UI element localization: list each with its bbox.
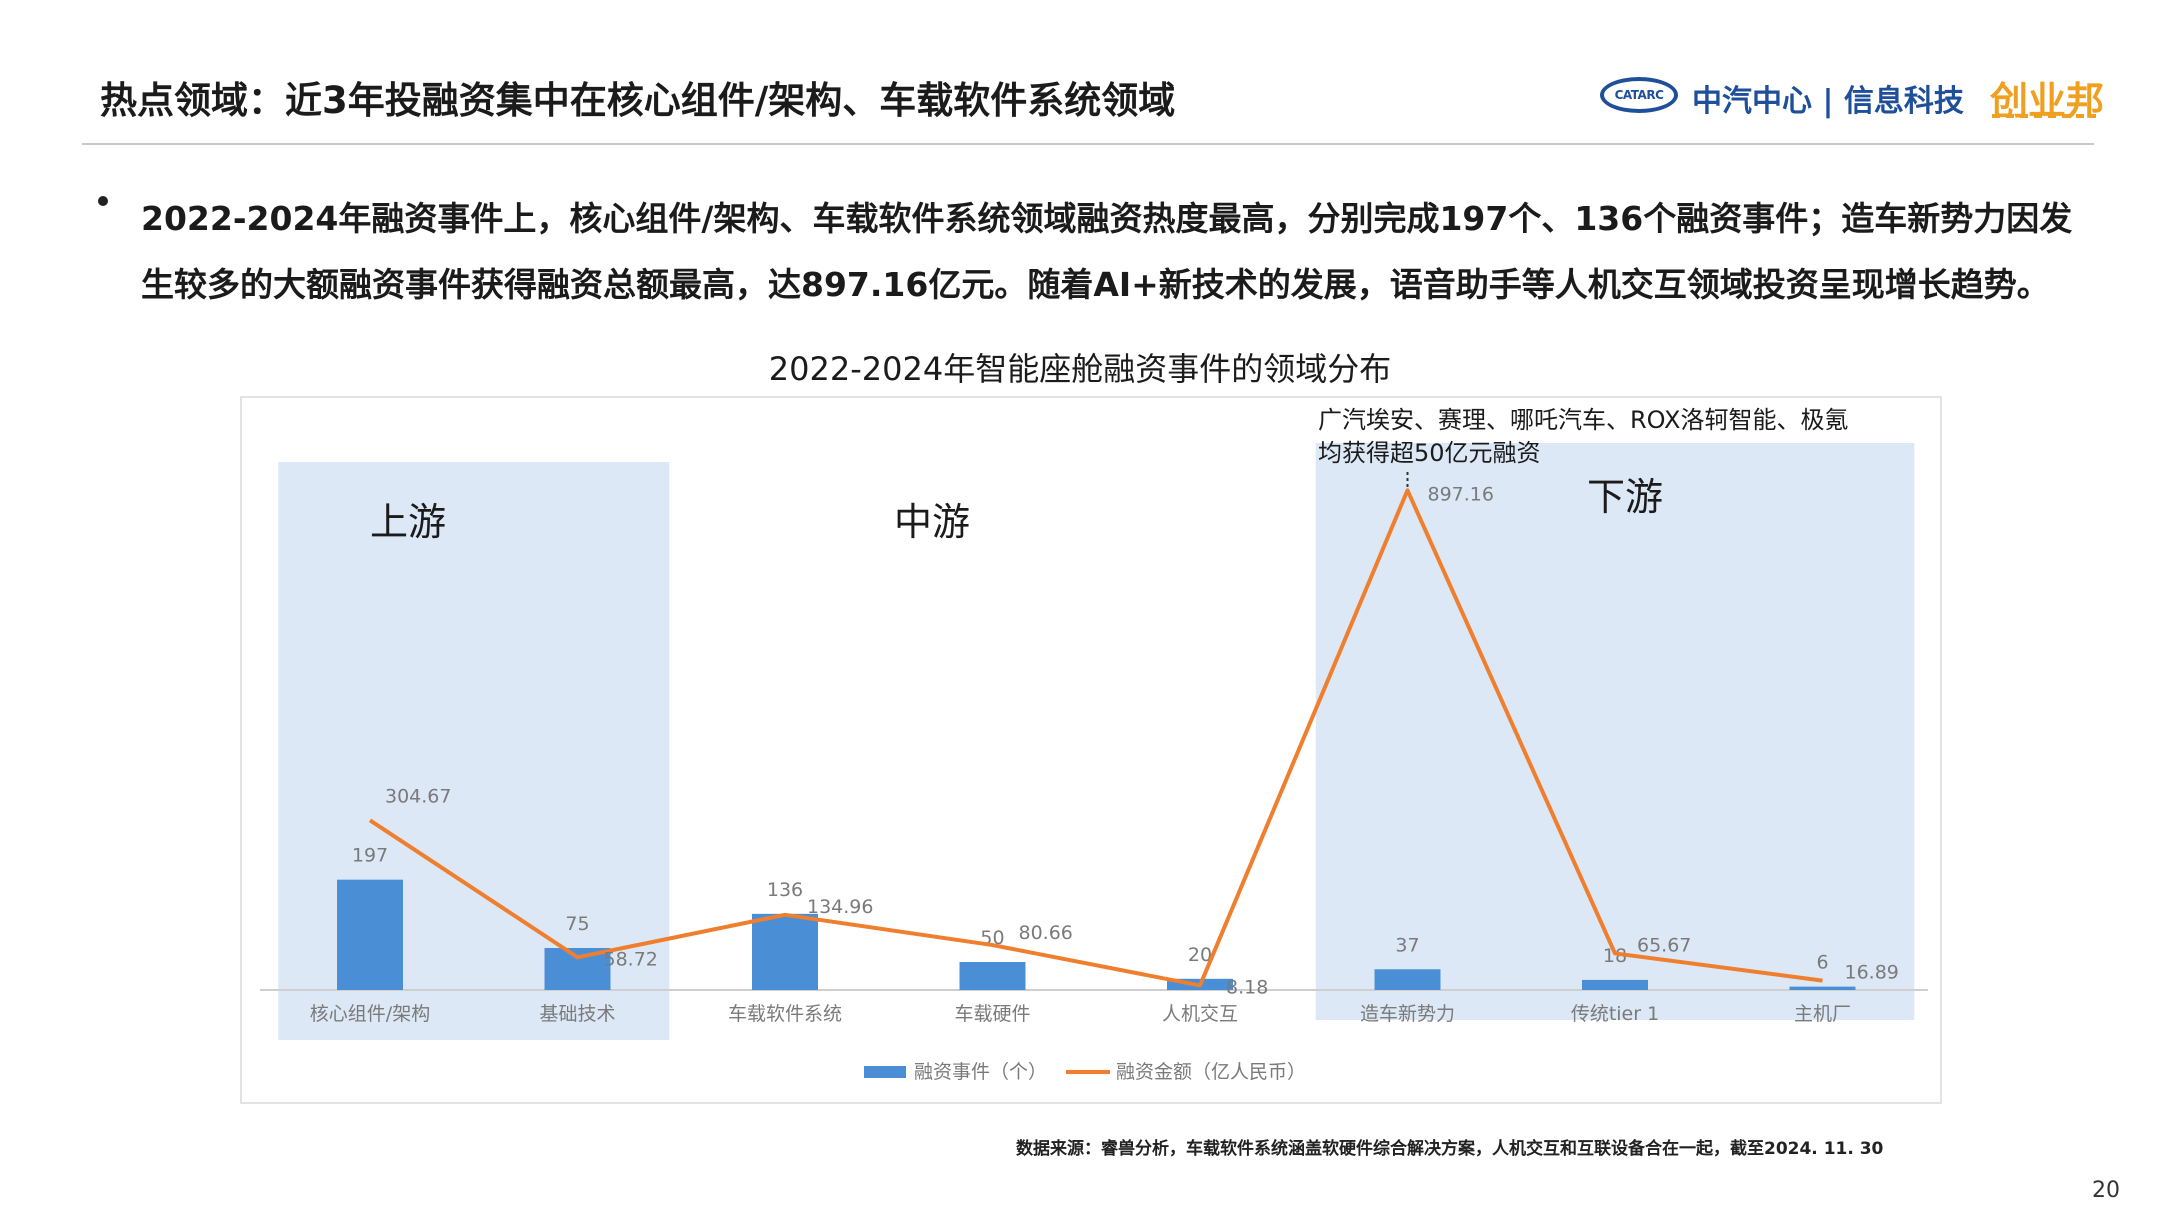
chart-title: 2022-2024年智能座舱融资事件的领域分布	[768, 350, 1392, 388]
catarc-logo: CATARC	[1600, 77, 1678, 113]
bar-7	[1789, 986, 1856, 990]
page-number: 20	[2092, 1178, 2120, 1203]
region-label-0: 上游	[370, 500, 446, 544]
line-value-label-7: 16.89	[1845, 962, 1899, 984]
summary-bullet: 2022-2024年融资事件上，核心组件/架构、车载软件系统领域融资热度最高，分…	[141, 199, 2073, 304]
bar-6	[1582, 979, 1648, 990]
line-value-label-1: 58.72	[604, 948, 658, 970]
cyzone-logo-underline	[1992, 114, 2096, 118]
line-value-label-3: 80.66	[1019, 922, 1073, 944]
category-label-1: 基础技术	[539, 1003, 615, 1025]
line-value-label-4: 8.18	[1226, 976, 1268, 998]
category-label-2: 车载软件系统	[728, 1003, 842, 1025]
chart-annotation-line-0: 广汽埃安、赛理、哪吒汽车、ROX洛轲智能、极氪	[1318, 406, 1848, 434]
category-label-4: 人机交互	[1162, 1003, 1238, 1025]
region-label-2: 下游	[1587, 475, 1663, 519]
bar-value-label-6: 18	[1603, 945, 1627, 967]
bullet-icon	[98, 196, 108, 206]
line-value-label-2: 134.96	[807, 896, 873, 918]
bar-3	[959, 962, 1026, 990]
line-value-label-5: 897.16	[1428, 483, 1494, 505]
header-divider	[82, 143, 2094, 145]
chart-frame	[240, 396, 1942, 1104]
line-value-label-6: 65.67	[1637, 934, 1691, 956]
bar-0	[337, 879, 403, 990]
region-label-1: 中游	[894, 500, 970, 544]
bar-value-label-5: 37	[1395, 934, 1419, 956]
page-title: 热点领域：近3年投融资集中在核心组件/架构、车载软件系统领域	[100, 79, 1176, 122]
category-label-7: 主机厂	[1794, 1003, 1851, 1025]
chart-annotation-line-1: 均获得超50亿元融资	[1318, 439, 1541, 467]
line-series-amount	[368, 488, 1823, 988]
bar-2	[752, 913, 818, 990]
org-name-logo: 中汽中心 | 信息科技	[1692, 84, 1964, 119]
region-shade-2	[1315, 443, 1915, 1020]
legend-swatch-events	[864, 1066, 906, 1078]
category-label-0: 核心组件/架构	[310, 1003, 430, 1025]
source-note: 数据来源：睿兽分析，车载软件系统涵盖软硬件综合解决方案，人机交互和互联设备合在一…	[1016, 1139, 1884, 1159]
bar-value-label-1: 75	[565, 913, 589, 935]
category-label-6: 传统tier 1	[1571, 1003, 1659, 1025]
bar-value-label-0: 197	[352, 845, 388, 867]
legend-label-amount: 融资金额（亿人民币）	[1116, 1061, 1306, 1083]
line-value-label-0: 304.67	[385, 785, 451, 807]
category-label-3: 车载硬件	[954, 1003, 1030, 1025]
bar-value-label-2: 136	[767, 879, 803, 901]
bar-value-label-4: 20	[1188, 944, 1212, 966]
bar-5	[1374, 969, 1441, 990]
legend-label-events: 融资事件（个）	[914, 1061, 1047, 1083]
bar-value-label-7: 6	[1816, 952, 1828, 974]
category-label-5: 造车新势力	[1360, 1003, 1455, 1025]
